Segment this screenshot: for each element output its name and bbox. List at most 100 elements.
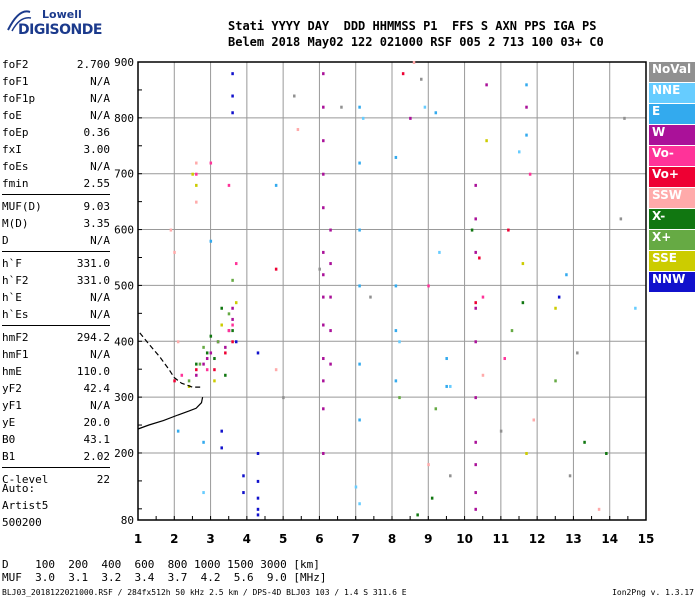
echo-point — [634, 306, 637, 310]
echo-point — [256, 507, 260, 511]
param-value: 20.0 — [83, 416, 111, 429]
legend-entry: X+ — [649, 230, 695, 250]
logo-text-lowell: Lowell — [42, 8, 82, 21]
param-value: N/A — [90, 348, 110, 361]
echo-point — [224, 351, 227, 355]
param-row: hmF1 N/A — [2, 346, 110, 363]
echo-point — [358, 362, 361, 366]
echo-point — [434, 407, 438, 411]
param-name: fmin — [2, 177, 29, 190]
echo-point — [557, 295, 561, 299]
echo-point — [227, 312, 231, 316]
echo-point — [445, 384, 448, 388]
echo-point — [216, 340, 220, 344]
echo-point — [329, 262, 332, 266]
echo-point — [322, 295, 325, 299]
param-value: 331.0 — [76, 274, 110, 287]
echo-point — [195, 200, 198, 204]
param-name: B0 — [2, 433, 16, 446]
echo-point — [420, 77, 423, 81]
echo-point — [568, 474, 572, 478]
echo-point — [554, 379, 557, 383]
echo-point — [191, 172, 194, 176]
echo-point — [322, 172, 325, 176]
param-separator — [2, 467, 110, 468]
echo-point — [605, 451, 608, 455]
y-tick-label: 800 — [114, 112, 134, 125]
echo-point — [394, 284, 398, 288]
echo-point — [220, 323, 223, 327]
param-row: fxI 3.00 — [2, 141, 110, 158]
echo-point — [369, 295, 372, 299]
autoscaling-info: Auto: Artist5 500200 — [2, 480, 48, 531]
echo-point — [231, 278, 234, 282]
echo-point — [354, 485, 358, 489]
param-row: h`Es N/A — [2, 306, 110, 323]
echo-point — [474, 491, 477, 495]
echo-point — [231, 72, 234, 76]
echo-point — [242, 474, 245, 478]
x-tick-label: 8 — [388, 532, 396, 546]
param-value: 2.55 — [83, 177, 111, 190]
echo-point — [322, 407, 325, 411]
param-name: foF1 — [2, 75, 29, 88]
echo-point — [322, 206, 325, 210]
echo-point — [361, 116, 365, 120]
param-value: 9.03 — [83, 200, 111, 213]
param-name: C-level — [2, 473, 49, 486]
x-tick-label: 9 — [424, 532, 432, 546]
param-row: foF2 2.700 — [2, 56, 110, 73]
ionogram-parameters: foF2 2.700 foF1 N/A foF1p N/A foE N/A foEp 0.36 fx… — [2, 56, 110, 488]
param-row: hmE 110.0 — [2, 363, 110, 380]
echo-point — [358, 228, 361, 232]
echo-point — [195, 373, 198, 377]
param-name: foF2 — [2, 58, 29, 71]
echo-point — [583, 440, 586, 444]
echo-point — [256, 479, 260, 483]
echo-point — [474, 396, 477, 400]
echo-point — [234, 301, 238, 305]
param-name: h`Es — [2, 308, 29, 321]
param-name: foEs — [2, 160, 29, 173]
y-tick-label: 200 — [114, 447, 134, 460]
echo-point — [227, 183, 231, 187]
legend-entry: NoVal — [649, 62, 695, 82]
echo-point — [474, 340, 477, 344]
x-tick-label: 4 — [243, 532, 251, 546]
echo-point — [176, 429, 180, 433]
virtual-height-trace — [139, 332, 202, 388]
param-value: N/A — [90, 92, 110, 105]
echo-point — [187, 379, 191, 383]
param-separator — [2, 194, 110, 195]
echo-point — [518, 150, 521, 154]
echo-point — [474, 217, 477, 221]
param-value: 3.00 — [83, 143, 111, 156]
echo-point — [474, 463, 477, 467]
auto-version: 500200 — [2, 516, 42, 529]
param-row: MUF(D) 9.03 — [2, 198, 110, 215]
echo-point — [231, 329, 234, 333]
param-value: 294.2 — [76, 331, 110, 344]
echo-point — [202, 440, 205, 444]
echo-point — [474, 306, 477, 310]
echo-point — [274, 183, 278, 187]
x-tick-label: 1 — [134, 532, 142, 546]
param-value: N/A — [90, 109, 110, 122]
echo-point — [296, 128, 300, 132]
param-value: N/A — [90, 291, 110, 304]
x-tick-label: 11 — [493, 532, 510, 546]
echo-point — [224, 373, 227, 377]
param-name: D — [2, 234, 9, 247]
echo-point — [209, 239, 213, 243]
param-row: foF1 N/A — [2, 73, 110, 90]
echo-point — [173, 250, 176, 254]
polarization-legend: NoVal NNE E W Vo- Vo+ SSW X- X+ SSE NNW — [649, 62, 695, 293]
param-value: 43.1 — [83, 433, 111, 446]
x-tick-label: 12 — [529, 532, 546, 546]
echo-point — [231, 317, 234, 321]
echo-point — [220, 306, 223, 310]
echo-point — [256, 451, 260, 455]
echo-point — [554, 306, 557, 310]
param-row: foEp 0.36 — [2, 124, 110, 141]
